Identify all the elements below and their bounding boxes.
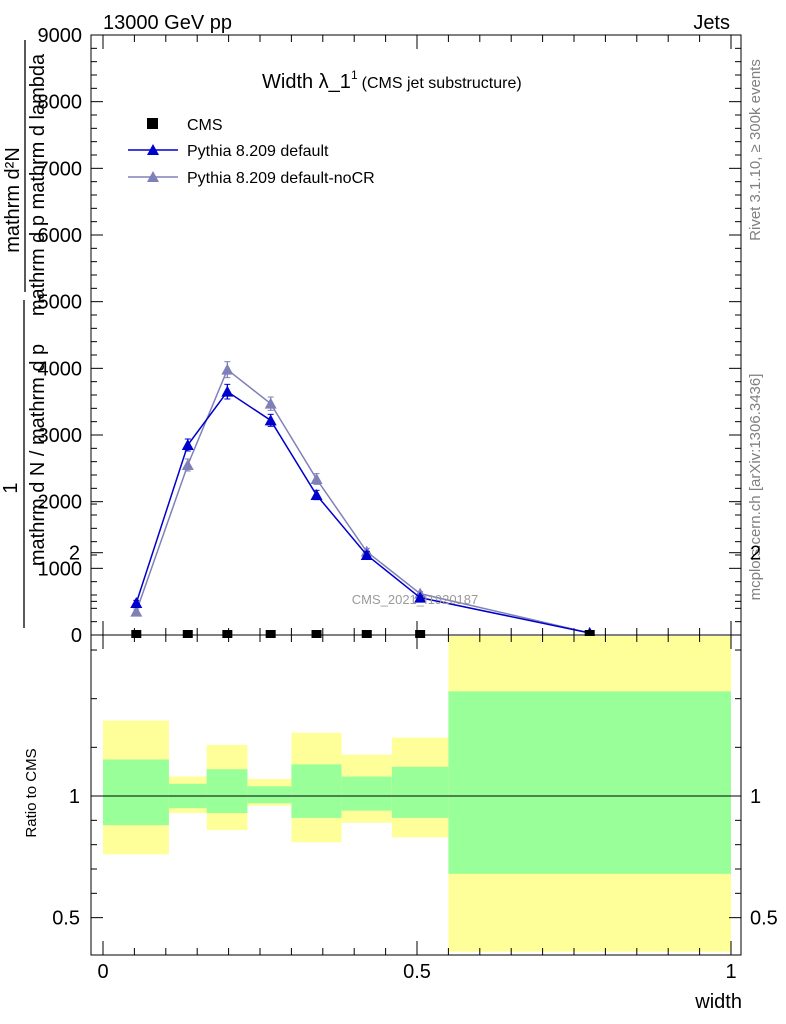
y-tick-label: 2000 <box>38 492 83 514</box>
data-point-triangle <box>130 605 143 617</box>
data-point-triangle <box>360 549 373 560</box>
ratio-band-green <box>391 766 449 818</box>
chart-title-sup: 1 <box>351 68 358 82</box>
data-point-triangle <box>310 489 323 500</box>
x-tick-label: 1 <box>725 961 736 983</box>
data-point-triangle <box>264 414 277 426</box>
data-point-square <box>361 630 372 638</box>
data-point-triangle <box>181 459 194 470</box>
data-point-triangle <box>310 473 323 484</box>
data-point-triangle <box>130 597 143 608</box>
header-right: Jets <box>693 12 730 34</box>
series-line-nocr <box>135 368 590 634</box>
data-point-square <box>182 630 193 638</box>
legend-marker-cms <box>147 118 158 129</box>
x-axis-label: width <box>694 991 742 1013</box>
ratio-band-green <box>291 764 342 818</box>
y-tick-label: 4000 <box>38 358 83 380</box>
ratio-band-green <box>448 691 731 874</box>
x-tick-label: 0 <box>97 961 108 983</box>
ratio-y-tick-label-right: 0.5 <box>750 908 778 930</box>
ratio-band-green <box>103 759 169 826</box>
ratio-band-green <box>206 769 248 814</box>
data-point-square <box>584 630 595 638</box>
ratio-y-tick-label-left: 0.5 <box>52 908 80 930</box>
chart-title: Width λ_11 (CMS jet substructure) <box>262 68 522 93</box>
x-tick-label: 0.5 <box>403 961 431 983</box>
ratio-y-tick-label-right: 2 <box>750 543 761 565</box>
legend-label-nocr: Pythia 8.209 default-noCR <box>187 170 375 187</box>
rivet-label: Rivet 3.1.10, ≥ 300k events <box>747 59 764 241</box>
legend: CMS Pythia 8.209 default Pythia 8.209 de… <box>128 117 375 187</box>
y-tick-label: 8000 <box>38 92 83 114</box>
y-tick-label: 5000 <box>38 292 83 314</box>
y-tick-label: 7000 <box>38 158 83 180</box>
main-panel: 0 1000 2000 3000 4000 5000 6000 7000 8000 9000 <box>38 25 741 647</box>
data-point-triangle <box>181 439 194 450</box>
legend-label-default: Pythia 8.209 default <box>187 143 329 160</box>
y-tick-label: 0 <box>71 625 82 647</box>
chart-title-sub: (CMS jet substructure) <box>362 75 522 92</box>
data-point-triangle <box>221 363 234 375</box>
ratio-y-tick-label-left: 2 <box>69 543 80 565</box>
data-point-square <box>131 630 142 638</box>
header-left: 13000 GeV pp <box>103 12 232 34</box>
data-point-square <box>265 630 276 638</box>
legend-marker-nocr <box>147 171 159 182</box>
y-axis-label-main: 1 mathrm d N / mathrm d p mathrm d²N mat… <box>0 40 49 628</box>
data-point-triangle <box>414 591 427 603</box>
legend-label-cms: CMS <box>187 117 223 134</box>
data-point-square <box>222 630 233 638</box>
y-tick-label: 9000 <box>38 25 83 47</box>
y-label-denominator-1: mathrm d N / mathrm d p <box>27 344 49 566</box>
series-line-default <box>135 390 590 634</box>
y-label-numerator-1: 1 <box>0 482 22 493</box>
y-label-numerator-2: mathrm d²N <box>2 147 24 253</box>
ratio-y-tick-label-left: 1 <box>69 786 80 808</box>
ratio-frame <box>90 634 742 956</box>
ratio-y-label: Ratio to CMS <box>23 748 40 837</box>
analysis-watermark: CMS_2021_I1920187 <box>352 592 479 607</box>
ratio-y-tick-label-right: 1 <box>750 786 761 808</box>
data-point-triangle <box>264 397 277 409</box>
y-label-denominator-2: mathrm d p mathrm d lambda <box>27 53 49 316</box>
ratio-panel: 0 0.5 1 0.5 0.5 1 1 2 2 <box>52 503 778 983</box>
data-point-triangle <box>221 385 234 397</box>
chart-title-main: Width λ_1 <box>262 71 351 93</box>
y-tick-label: 1000 <box>38 558 83 580</box>
data-point-square <box>415 630 426 638</box>
y-tick-label: 3000 <box>38 425 83 447</box>
ratio-band-green <box>341 776 392 811</box>
ratio-band-green <box>247 786 292 804</box>
mcplots-label: mcplots.cern.ch [arXiv:1306.3436] <box>747 374 764 601</box>
y-tick-label: 6000 <box>38 225 83 247</box>
legend-marker-default <box>147 144 159 155</box>
data-point-square <box>311 630 322 638</box>
